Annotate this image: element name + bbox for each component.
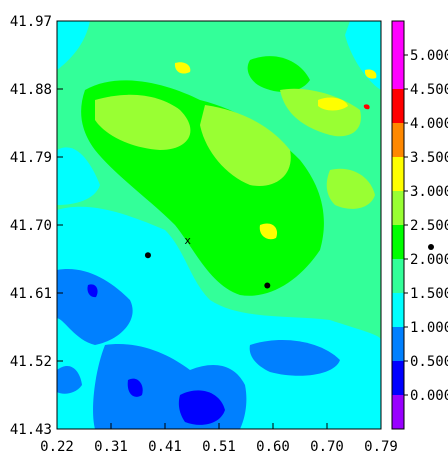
region-cyan-northwest <box>57 21 90 70</box>
colorbar-segment <box>392 293 404 327</box>
colorbar-label: 2.500 <box>410 218 448 234</box>
region-blue-southwest <box>57 365 82 394</box>
colorbar-segment <box>392 89 404 123</box>
colorbar-segment <box>392 225 404 259</box>
region-blue-southeast <box>249 340 340 376</box>
colorbar: 0.000 0.500 1.000 1.500 2.000 2.500 3.000 3.500… <box>391 20 448 430</box>
region-ygreen-nw <box>95 94 191 150</box>
y-tick-label: 41.97 <box>10 14 52 30</box>
plot-area <box>57 21 381 429</box>
colorbar-label: 5.000 <box>410 48 448 64</box>
colorbar-label: 0.500 <box>410 354 448 370</box>
y-tick-label: 41.70 <box>10 218 52 234</box>
y-tick-label: 41.79 <box>10 150 52 166</box>
colorbar-segment <box>392 361 404 395</box>
y-axis: 41.43 41.52 41.61 41.70 41.79 41.88 41.97 <box>10 14 63 438</box>
marker-dot <box>264 282 271 289</box>
y-tick-label: 41.88 <box>10 82 52 98</box>
marker-dot <box>144 252 151 259</box>
colorbar-segment <box>392 395 404 429</box>
colorbar-label: 1.000 <box>410 320 448 336</box>
region-green-north <box>247 56 310 92</box>
x-tick-label: 0.41 <box>148 439 182 455</box>
x-tick-label: 0.51 <box>202 439 236 455</box>
x-axis: 0.22 0.31 0.41 0.51 0.60 0.70 0.79 <box>40 423 398 455</box>
region-red-spot <box>363 104 370 110</box>
colorbar-segment <box>392 123 404 157</box>
colorbar-segment <box>392 259 404 293</box>
region-darkblue-west <box>87 284 98 298</box>
colorbar-segment <box>392 191 404 225</box>
y-tick-label: 41.43 <box>10 422 52 438</box>
field-regions <box>57 21 381 429</box>
colorbar-label: 1.500 <box>410 286 448 302</box>
colorbar-label: 0.000 <box>410 388 448 404</box>
colorbar-label: 2.000 <box>410 252 448 268</box>
colorbar-segment <box>392 157 404 191</box>
colorbar-segment <box>392 21 404 55</box>
region-darkblue-south <box>178 390 225 425</box>
region-yellow-east <box>364 69 377 79</box>
region-cyan-west <box>57 147 100 205</box>
region-blue-west <box>57 269 133 345</box>
offscale-marker <box>428 244 434 250</box>
colorbar-segment <box>392 327 404 361</box>
x-tick-label: 0.22 <box>40 439 74 455</box>
region-ygreen-center <box>200 105 291 186</box>
marker-x: x <box>184 234 191 247</box>
y-tick-label: 41.61 <box>10 286 52 302</box>
colorbar-label: 4.000 <box>410 116 448 132</box>
colorbar-label: 4.500 <box>410 82 448 98</box>
x-tick-label: 0.79 <box>364 439 398 455</box>
colorbar-segment <box>392 55 404 89</box>
x-tick-label: 0.31 <box>94 439 128 455</box>
region-darkblue-center <box>127 378 143 397</box>
markers: x <box>144 234 271 289</box>
region-yellow-north <box>174 62 191 74</box>
colorbar-label: 3.500 <box>410 150 448 166</box>
region-yellow-center <box>259 223 278 240</box>
x-tick-label: 0.60 <box>256 439 290 455</box>
y-tick-label: 41.52 <box>10 354 52 370</box>
region-ygreen-east <box>326 168 375 209</box>
colorbar-label: 3.000 <box>410 184 448 200</box>
x-tick-label: 0.70 <box>310 439 344 455</box>
region-yellow-ne <box>318 97 348 111</box>
